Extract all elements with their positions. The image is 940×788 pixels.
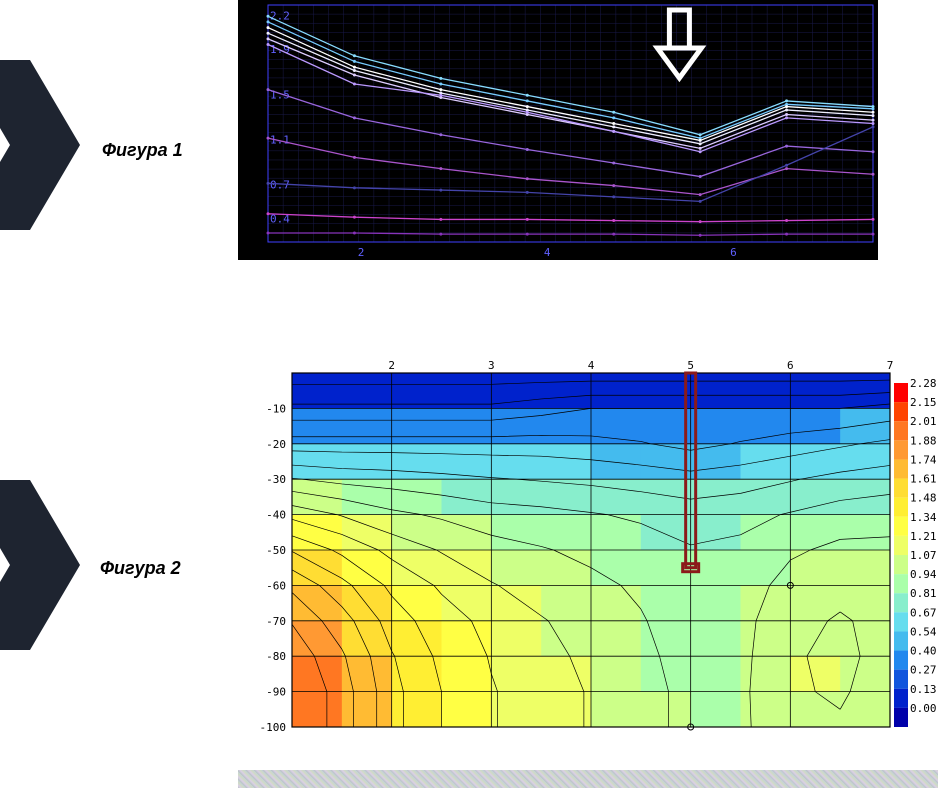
svg-text:-20: -20 (266, 438, 286, 451)
svg-text:0.67: 0.67 (910, 606, 937, 619)
svg-text:5: 5 (687, 359, 694, 372)
figure2-chart: 2 3 4 5 6 7 -10 -20 -30 -40 -50 -60 -70 -80 -90 -100 2.2… (250, 355, 938, 735)
svg-text:-70: -70 (266, 615, 286, 628)
svg-text:2.01: 2.01 (910, 415, 937, 428)
svg-text:1.21: 1.21 (910, 530, 937, 543)
svg-text:-50: -50 (266, 544, 286, 557)
svg-text:0.81: 0.81 (910, 587, 937, 600)
svg-text:1.74: 1.74 (910, 453, 937, 466)
svg-text:-100: -100 (260, 721, 287, 734)
svg-text:2: 2 (388, 359, 395, 372)
svg-text:1.07: 1.07 (910, 549, 937, 562)
svg-text:0.40: 0.40 (910, 645, 937, 658)
svg-text:0.27: 0.27 (910, 664, 937, 677)
figure1-label: Фигура 1 (102, 140, 183, 161)
svg-text:0.13: 0.13 (910, 683, 937, 696)
svg-text:-60: -60 (266, 579, 286, 592)
svg-text:3: 3 (488, 359, 495, 372)
svg-text:-40: -40 (266, 509, 286, 522)
svg-text:1.34: 1.34 (910, 511, 937, 524)
svg-text:6: 6 (787, 359, 794, 372)
svg-text:-10: -10 (266, 402, 286, 415)
chevron-shape-2 (0, 480, 80, 650)
svg-text:0.7: 0.7 (270, 179, 290, 192)
svg-text:0.00: 0.00 (910, 702, 937, 715)
figure2-label: Фигура 2 (100, 558, 181, 579)
svg-text:0.94: 0.94 (910, 568, 937, 581)
svg-text:1.5: 1.5 (270, 88, 290, 101)
svg-text:2: 2 (358, 246, 365, 259)
svg-text:4: 4 (544, 246, 551, 259)
svg-text:2.28: 2.28 (910, 377, 937, 390)
svg-text:7: 7 (887, 359, 894, 372)
svg-text:1.48: 1.48 (910, 492, 937, 505)
svg-text:0.54: 0.54 (910, 625, 937, 638)
noise-strip (238, 770, 938, 788)
svg-text:6: 6 (730, 246, 737, 259)
svg-text:4: 4 (588, 359, 595, 372)
svg-text:-90: -90 (266, 686, 286, 699)
svg-text:1.61: 1.61 (910, 473, 937, 486)
svg-text:-30: -30 (266, 473, 286, 486)
svg-text:-80: -80 (266, 650, 286, 663)
figure1-chart: 2.21.91.51.10.70.4246 (238, 0, 878, 260)
svg-text:2.2: 2.2 (270, 9, 290, 22)
svg-text:1.88: 1.88 (910, 434, 937, 447)
chevron-shape-1 (0, 60, 80, 230)
svg-text:2.15: 2.15 (910, 396, 937, 409)
